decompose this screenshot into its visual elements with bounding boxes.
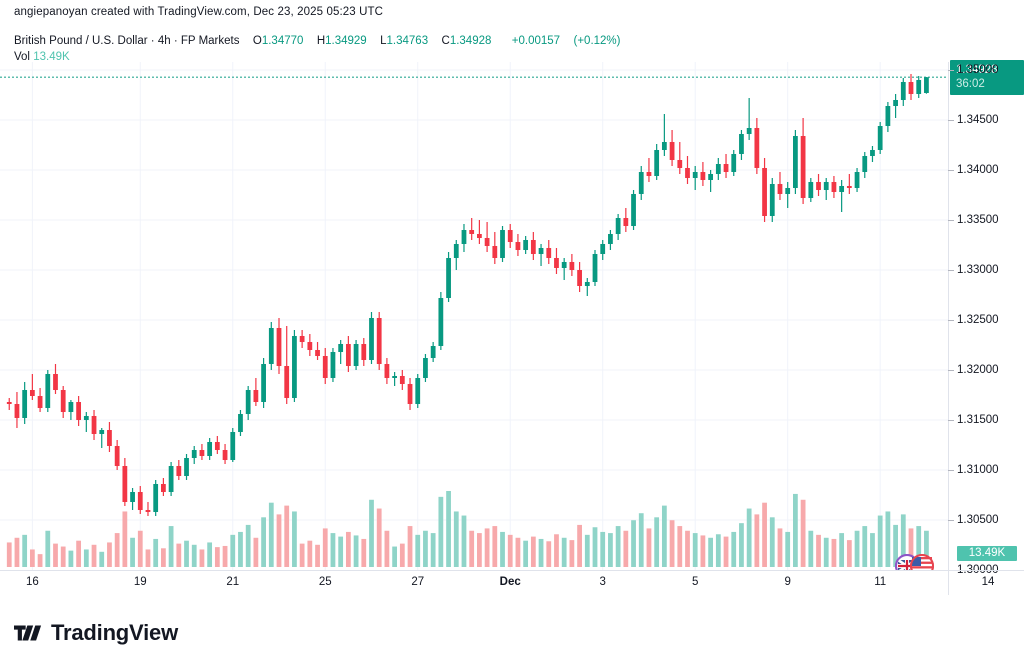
tradingview-mark-icon xyxy=(14,625,42,641)
legend-symbol[interactable]: British Pound / U.S. Dollar xyxy=(14,35,148,47)
last-price-badge: 1.34928 36:02 xyxy=(950,60,1024,96)
tradingview-logo[interactable]: TradingView xyxy=(14,620,178,646)
chart-plot-area[interactable] xyxy=(0,62,948,570)
legend-open-value: 1.34770 xyxy=(261,35,304,47)
legend-separator-1: · xyxy=(150,35,155,47)
time-axis-tick: 11 xyxy=(874,576,887,588)
price-axis-tick: 1.34500 xyxy=(948,114,999,126)
candlestick-svg xyxy=(0,62,948,570)
legend-close-value: 1.34928 xyxy=(449,35,492,47)
time-axis-tick: 9 xyxy=(784,576,791,588)
time-axis-tick: 14 xyxy=(981,576,995,588)
time-axis-tick: 3 xyxy=(599,576,606,588)
time-axis[interactable]: 1619212527Dec3591114171923 xyxy=(0,570,994,595)
legend-change: +0.00157 xyxy=(511,35,561,47)
price-axis-tick: 1.32500 xyxy=(948,314,999,326)
volume-legend-label: Vol xyxy=(14,51,30,63)
price-axis-tick: 1.31000 xyxy=(948,464,999,476)
time-axis-tick: 25 xyxy=(318,576,332,588)
legend-interval[interactable]: 4h xyxy=(157,35,171,47)
volume-legend: Vol 13.49K xyxy=(14,49,70,65)
axis-corner xyxy=(948,570,1024,595)
attribution-text: angiepanoyan created with TradingView.co… xyxy=(14,6,384,18)
legend-close-label: C xyxy=(441,35,450,47)
price-axis-tick: 1.30500 xyxy=(948,514,999,526)
legend-exchange: FP Markets xyxy=(180,35,240,47)
chart-legend: British Pound / U.S. Dollar · 4h · FP Ma… xyxy=(14,33,620,49)
volume-legend-value: 13.49K xyxy=(33,51,70,63)
legend-high-label: H xyxy=(316,35,326,47)
last-price-value: 1.34928 xyxy=(956,64,998,77)
price-axis-tick: 1.33500 xyxy=(948,214,999,226)
tradingview-wordmark: TradingView xyxy=(51,620,178,645)
price-axis-tick: 1.32000 xyxy=(948,364,999,376)
time-axis-tick: 16 xyxy=(25,576,39,588)
price-axis-tick: 1.33000 xyxy=(948,264,999,276)
time-axis-tick: 19 xyxy=(133,576,147,588)
bar-countdown: 36:02 xyxy=(956,78,985,91)
legend-open-label: O xyxy=(252,35,262,47)
legend-high-value: 1.34929 xyxy=(325,35,367,47)
time-axis-tick: 27 xyxy=(411,576,425,588)
time-axis-tick: 21 xyxy=(226,576,240,588)
legend-separator-2: · xyxy=(173,35,178,47)
legend-change-percent: (+0.12%) xyxy=(573,35,621,47)
price-axis-tick: 1.34000 xyxy=(948,164,999,176)
price-axis[interactable]: 1.34928 36:02 13.49K 1.35000 1.34500 1.340… xyxy=(948,60,1024,576)
time-axis-tick: Dec xyxy=(499,576,521,588)
chart-frame: 1.34928 36:02 13.49K 1.35000 1.34500 1.340… xyxy=(0,60,1024,595)
price-axis-tick: 1.35000 xyxy=(948,64,999,76)
time-axis-tick: 5 xyxy=(691,576,699,588)
volume-value-badge: 13.49K xyxy=(957,546,1017,561)
price-axis-tick: 1.31500 xyxy=(948,414,999,426)
legend-low-label: L xyxy=(380,35,387,47)
legend-low-value: 1.34763 xyxy=(386,35,429,47)
currency-flag-pair-icon xyxy=(895,554,934,570)
